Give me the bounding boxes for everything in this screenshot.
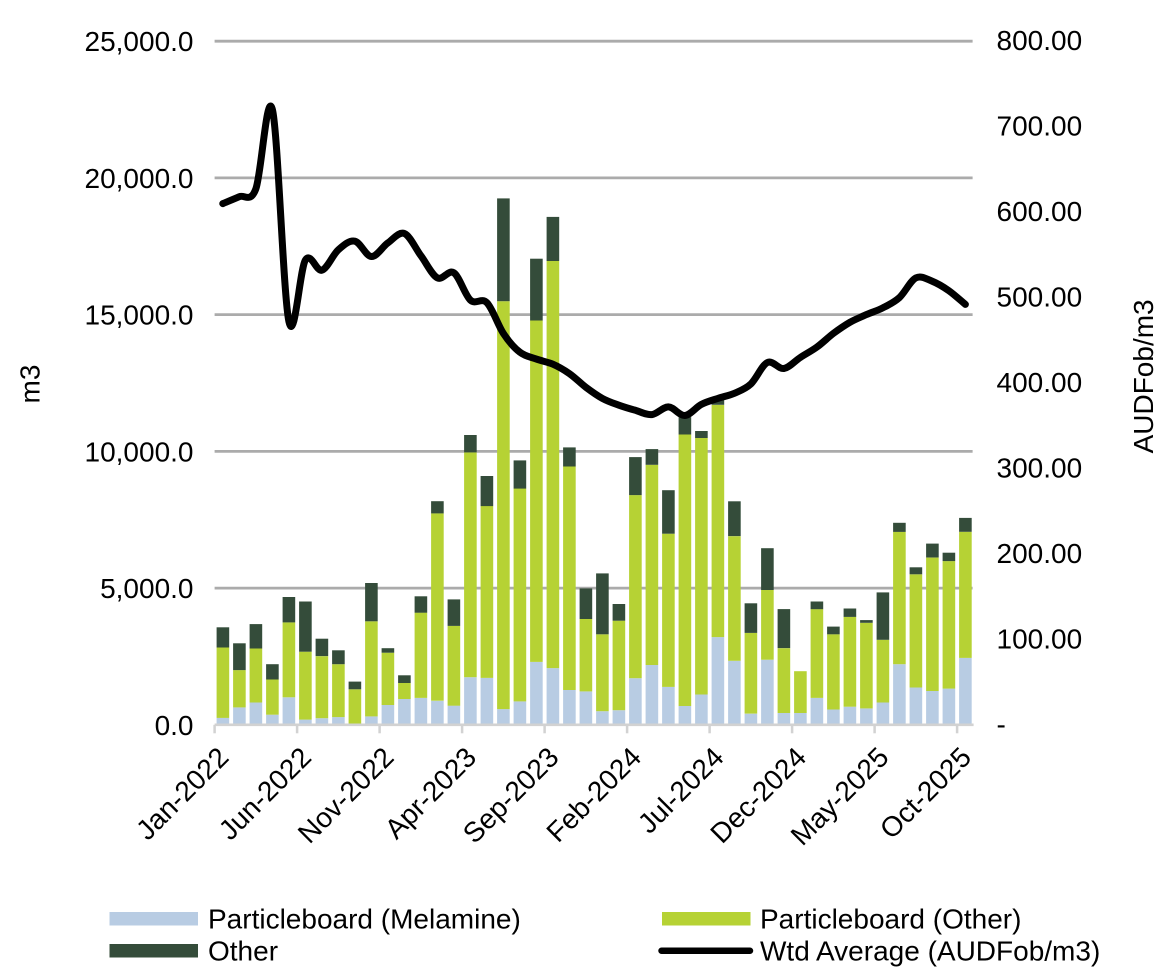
svg-text:300.00: 300.00	[997, 452, 1083, 483]
svg-text:500.00: 500.00	[997, 282, 1083, 313]
svg-text:Particleboard (Other): Particleboard (Other)	[760, 903, 1021, 934]
svg-text:m3: m3	[15, 365, 46, 404]
svg-text:Wtd Average (AUDFob/m3): Wtd Average (AUDFob/m3)	[760, 935, 1100, 966]
svg-text:Other: Other	[208, 935, 278, 966]
svg-text:AUDFob/m3: AUDFob/m3	[1128, 299, 1159, 453]
svg-text:15,000.0: 15,000.0	[85, 300, 194, 331]
svg-text:600.00: 600.00	[997, 196, 1083, 227]
svg-text:700.00: 700.00	[997, 111, 1083, 142]
svg-text:-: -	[997, 709, 1006, 740]
svg-text:100.00: 100.00	[997, 623, 1083, 654]
svg-text:5,000.0: 5,000.0	[100, 573, 193, 604]
svg-text:200.00: 200.00	[997, 538, 1083, 569]
svg-text:Particleboard (Melamine): Particleboard (Melamine)	[208, 903, 521, 934]
svg-text:20,000.0: 20,000.0	[85, 163, 194, 194]
svg-text:800.00: 800.00	[997, 25, 1083, 56]
svg-text:400.00: 400.00	[997, 367, 1083, 398]
svg-text:25,000.0: 25,000.0	[85, 26, 194, 57]
svg-text:10,000.0: 10,000.0	[85, 436, 194, 467]
svg-text:0.0: 0.0	[155, 710, 194, 741]
